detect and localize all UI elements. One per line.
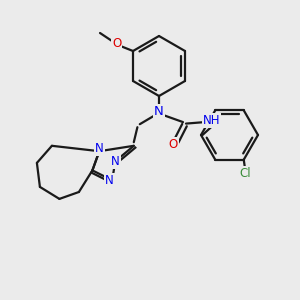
Text: N: N xyxy=(111,155,120,168)
Text: O: O xyxy=(112,37,121,50)
Text: Cl: Cl xyxy=(239,167,251,180)
Text: N: N xyxy=(95,142,104,155)
Text: N: N xyxy=(154,105,164,118)
Text: N: N xyxy=(105,174,114,187)
Text: O: O xyxy=(169,138,178,151)
Text: NH: NH xyxy=(203,114,220,127)
